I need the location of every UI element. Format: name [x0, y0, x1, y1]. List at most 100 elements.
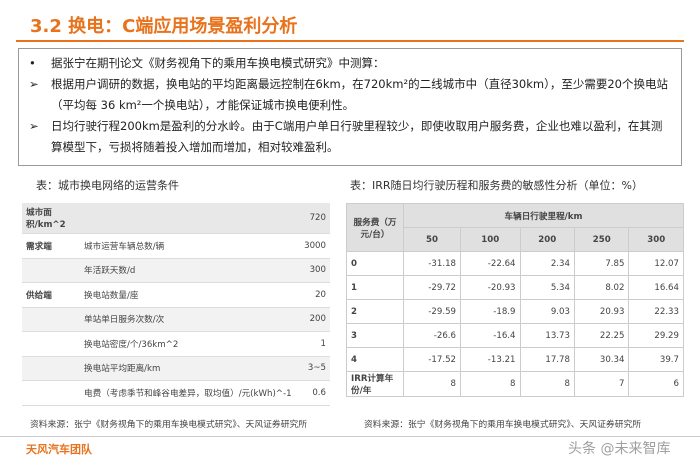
table-cell: 换电站数量/座: [80, 282, 300, 308]
table-cell: 4: [346, 347, 404, 372]
bullet-text: 据张宁在期刊论文《财务视角下的乘用车换电模式研究》中测算：: [51, 56, 385, 70]
source: 资料来源：张宁《财务视角下的乘用车换电模式研究》、天风证券研究所: [30, 420, 308, 430]
table-cell: 8: [460, 371, 521, 397]
footer-rule: [0, 436, 700, 437]
table-row: 供给端 换电站数量/座 20: [22, 282, 330, 308]
table-cell: 300: [299, 258, 330, 283]
table-row: 换电站密度/个/36km^2 1: [22, 331, 330, 357]
footer-team: 天风汽车团队: [26, 443, 92, 456]
right-table: 服务费（万元/台） 车辆日行驶里程/km 50 100 200 250 300 0 -31.18…: [346, 203, 684, 397]
header-row: 服务费（万元/台） 车辆日行驶里程/km: [346, 203, 684, 252]
column-header: 100: [460, 227, 521, 252]
table-cell: -22.64: [460, 251, 521, 276]
table-row: 换电站平均距离/km 3~5: [22, 356, 330, 381]
table-cell: -17.52: [403, 347, 461, 372]
table-cell: 720: [299, 203, 330, 234]
table-cell: 200: [299, 307, 330, 332]
table-cell: 2.34: [519, 251, 575, 276]
table-cell: 7.85: [573, 251, 630, 276]
table-cell: 9.03: [519, 299, 575, 324]
table-cell: -31.18: [403, 251, 461, 276]
table-row: 4 -17.52 -13.21 17.78 30.34 39.7: [346, 347, 684, 372]
table-cell: [22, 380, 80, 406]
table-cell: 电费（考虑季节和峰谷电差异，取均值）/元(kWh)^-1: [80, 380, 300, 406]
column-header: 50: [403, 227, 461, 252]
table-cell: -13.21: [460, 347, 521, 372]
table-cell: 8.02: [573, 275, 630, 300]
table-cell: [80, 203, 300, 234]
table-cell: IRR计算年份/年: [346, 371, 404, 397]
bullet: • 据张宁在期刊论文《财务视角下的乘用车换电模式研究》中测算：: [29, 53, 671, 74]
table-row: 年活跃天数/d 300: [22, 258, 330, 283]
table-row: 单站单日服务次数/次 200: [22, 307, 330, 332]
table-cell: [22, 356, 80, 381]
table-cell: 17.78: [519, 347, 575, 372]
corner-cell: 服务费（万元/台）: [346, 203, 404, 252]
table-cell: 1: [299, 331, 330, 357]
table-cell: 7: [573, 371, 630, 397]
watermark: 头条 @未来智库: [568, 441, 671, 457]
table-row: IRR计算年份/年 8 8 8 7 6: [346, 371, 684, 397]
source: 资料来源：张宁《财务视角下的乘用车换电模式研究》、天风证券研究所: [364, 420, 642, 430]
table-cell: 0.6: [299, 380, 330, 406]
table-row: 需求端 城市运营车辆总数/辆 3000: [22, 233, 330, 259]
column-header: 250: [573, 227, 630, 252]
table-cell: 39.7: [628, 347, 684, 372]
caption: 表：城市换电网络的运营条件: [36, 179, 179, 192]
table-cell: 20: [299, 282, 330, 308]
table-cell: -16.4: [460, 323, 521, 348]
table-cell: -20.93: [460, 275, 521, 300]
table-cell: 30.34: [573, 347, 630, 372]
table-cell: 5.34: [519, 275, 575, 300]
bullet-text: 根据用户调研的数据，换电站的平均距离最远控制在6km，在720km²的二线城市中…: [51, 77, 668, 112]
left-table: 城市面积/km^2 720 需求端 城市运营车辆总数/辆 3000 年活跃天数/d 300 供…: [22, 203, 330, 406]
table-row: 1 -29.72 -20.93 5.34 8.02 16.64: [346, 275, 684, 300]
column-header: 300: [628, 227, 684, 252]
header-row: 50 100 200 250 300: [347, 227, 684, 252]
table-row: 0 -31.18 -22.64 2.34 7.85 12.07: [346, 251, 684, 276]
table-cell: 20.93: [573, 299, 630, 324]
table-row: 电费（考虑季节和峰谷电差异，取均值）/元(kWh)^-1 0.6: [22, 380, 330, 406]
table-cell: -26.6: [403, 323, 461, 348]
table-cell: 8: [519, 371, 575, 397]
table-cell: 3: [346, 323, 404, 348]
title-rule: [16, 40, 684, 42]
bullet: ➢ 根据用户调研的数据，换电站的平均距离最远控制在6km，在720km²的二线城市…: [29, 74, 671, 116]
title: 3.2 换电：C端应用场景盈利分析: [30, 16, 298, 37]
table-cell: 8: [403, 371, 461, 397]
table-cell: 供给端: [22, 282, 80, 308]
caption: 表：IRR随日均行驶历程和服务费的敏感性分析（单位：%）: [350, 179, 643, 192]
bullet-marker: •: [29, 56, 36, 70]
table-cell: 6: [628, 371, 684, 397]
table-cell: 3~5: [299, 356, 330, 381]
bullet-marker: ➢: [29, 119, 39, 133]
column-header: 200: [519, 227, 575, 252]
table-cell: 换电站密度/个/36km^2: [80, 331, 300, 357]
table-cell: 16.64: [628, 275, 684, 300]
group-header: 车辆日行驶里程/km: [403, 203, 684, 228]
table-cell: -29.72: [403, 275, 461, 300]
table-cell: 年活跃天数/d: [80, 258, 300, 283]
table-cell: [22, 307, 80, 332]
table-row: 2 -29.59 -18.9 9.03 20.93 22.33: [346, 299, 684, 324]
table-cell: 22.33: [628, 299, 684, 324]
table-row: 3 -26.6 -16.4 13.73 22.25 29.29: [346, 323, 684, 348]
bullet: ➢ 日均行驶行程200km是盈利的分水岭。由于C端用户单日行驶里程较少，即使收取用…: [29, 116, 671, 158]
table-cell: -29.59: [403, 299, 461, 324]
table-cell: 1: [346, 275, 404, 300]
table-cell: 城市面积/km^2: [22, 203, 80, 234]
table-cell: 22.25: [573, 323, 630, 348]
table-row: 城市面积/km^2 720: [22, 203, 330, 234]
table-cell: 0: [346, 251, 404, 276]
table-cell: 需求端: [22, 233, 80, 259]
bullet-marker: ➢: [29, 77, 39, 91]
table-cell: [22, 331, 80, 357]
bullet-box: • 据张宁在期刊论文《财务视角下的乘用车换电模式研究》中测算： ➢ 根据用户调研的数据…: [18, 48, 682, 166]
table-cell: 3000: [299, 233, 330, 259]
table-cell: [22, 258, 80, 283]
table-cell: 12.07: [628, 251, 684, 276]
table-cell: 单站单日服务次数/次: [80, 307, 300, 332]
table-cell: 换电站平均距离/km: [80, 356, 300, 381]
table-cell: 13.73: [519, 323, 575, 348]
